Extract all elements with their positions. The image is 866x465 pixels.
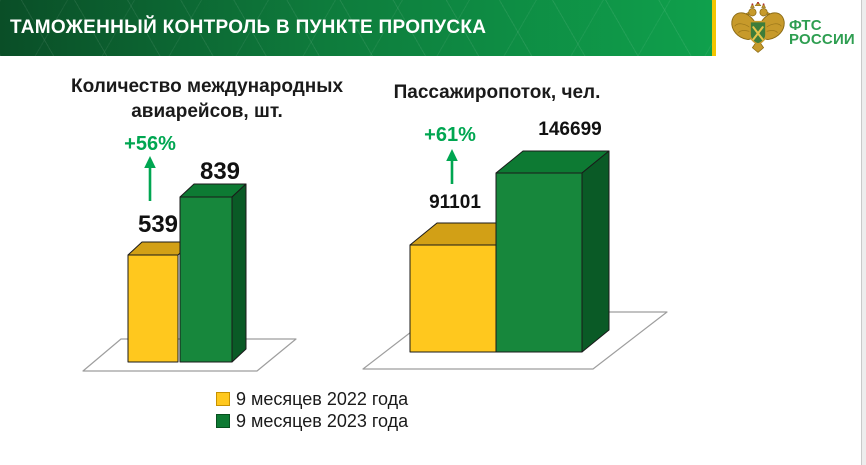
growth-arrow-icon — [144, 156, 156, 201]
growth-label: +56% — [124, 133, 176, 155]
legend-label: 9 месяцев 2022 года — [236, 389, 409, 409]
fts-logo-text: ФТС РОССИИ — [789, 17, 855, 48]
legend-swatch-2023 — [216, 414, 230, 428]
value-label-2023: 146699 — [538, 119, 602, 140]
growth-label: +61% — [424, 124, 476, 146]
chart-legend: 9 месяцев 2022 года 9 месяцев 2023 года — [216, 388, 408, 432]
value-label-2022: 91101 — [429, 192, 481, 213]
legend-item-2023: 9 месяцев 2023 года — [216, 410, 408, 432]
value-label-2022: 539 — [137, 211, 179, 238]
chart-title: Пассажиропоток, чел. — [393, 82, 601, 103]
fts-logo-line2: РОССИИ — [789, 31, 855, 48]
header-banner: ТАМОЖЕННЫЙ КОНТРОЛЬ В ПУНКТЕ ПРОПУСКА — [0, 0, 712, 56]
page-title: ТАМОЖЕННЫЙ КОНТРОЛЬ В ПУНКТЕ ПРОПУСКА — [10, 17, 487, 38]
bar-2023 — [179, 183, 247, 363]
banner-gold-stripe — [712, 0, 716, 56]
legend-swatch-2022 — [216, 392, 230, 406]
bar-chart-canvas — [362, 149, 668, 370]
bar-2022 — [127, 241, 193, 363]
screenshot-right-edge — [861, 0, 866, 465]
bar-2023 — [495, 150, 610, 353]
chart-title: Количество международных авиарейсов, шт. — [70, 76, 344, 122]
fts-logo-line1: ФТС — [789, 17, 822, 34]
legend-item-2022: 9 месяцев 2022 года — [216, 388, 408, 410]
value-label-2023: 839 — [199, 158, 241, 185]
growth-arrow-icon — [446, 149, 458, 184]
legend-label: 9 месяцев 2023 года — [236, 411, 409, 431]
fts-eagle-emblem-icon — [731, 2, 785, 53]
bar-chart-canvas — [82, 156, 297, 372]
